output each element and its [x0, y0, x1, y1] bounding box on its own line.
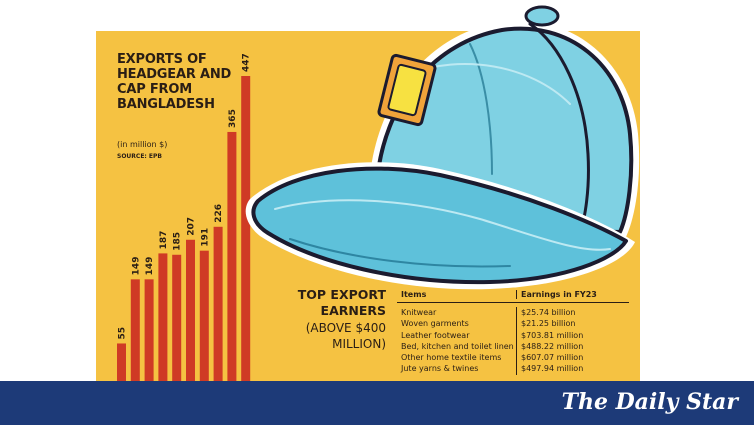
- item-cell: Bed, kitchen and toilet linen: [401, 341, 514, 351]
- earners-table: Items Earnings in FY23 Knitwear $25.74 bi…: [397, 290, 629, 375]
- table-header: Items Earnings in FY23: [397, 290, 629, 303]
- table-row: Other home textile items $607.07 million: [397, 352, 629, 364]
- chart-title: EXPORTS OF HEADGEAR AND CAP FROM BANGLAD…: [117, 52, 232, 112]
- bar: [117, 343, 126, 381]
- bar-value-label: 55: [118, 327, 128, 340]
- bar-value-label: 447: [242, 53, 252, 72]
- header-earnings: Earnings in FY23: [516, 290, 629, 299]
- value-cell: $607.07 million: [516, 352, 629, 364]
- bar-value-label: 226: [214, 204, 224, 223]
- value-cell: $488.22 million: [516, 340, 629, 353]
- bar-value-label: 207: [187, 217, 197, 236]
- table-row: Woven garments $21.25 billion: [397, 318, 629, 330]
- table-row: Bed, kitchen and toilet linen $488.22 mil…: [397, 340, 629, 353]
- item-cell: Other home textile items: [401, 353, 502, 363]
- value-cell: $25.74 billion: [516, 307, 629, 319]
- table-row: Leather footwear $703.81 million: [397, 329, 629, 341]
- bar: [186, 239, 195, 381]
- chart-unit: (in million $): [117, 140, 168, 149]
- bar: [144, 279, 154, 381]
- table-row: Knitwear $25.74 billion: [397, 307, 629, 319]
- bar-value-label: 187: [159, 231, 169, 250]
- earners-subtitle: (ABOVE $400 MILLION): [305, 321, 386, 351]
- bar: [227, 131, 237, 381]
- item-cell: Woven garments: [401, 319, 469, 329]
- bar-value-label: 149: [145, 257, 155, 276]
- item-cell: Jute yarns & twines: [401, 364, 479, 374]
- baseball-cap-icon: [245, 5, 640, 290]
- footer-bar: The Daily Star: [0, 381, 754, 425]
- header-items: Items: [401, 290, 427, 299]
- chart-source: SOURCE: EPB: [117, 153, 162, 160]
- bar: [213, 226, 223, 381]
- bar: [241, 76, 251, 381]
- bar-value-label: 191: [200, 228, 210, 247]
- value-cell: $703.81 million: [516, 329, 629, 341]
- bar: [130, 279, 140, 381]
- earners-title: TOP EXPORT EARNERS: [297, 287, 386, 318]
- logo[interactable]: The Daily Star: [561, 389, 738, 415]
- bar-value-label: 149: [131, 257, 141, 276]
- item-cell: Leather footwear: [401, 330, 470, 340]
- item-cell: Knitwear: [401, 308, 437, 317]
- bar-value-label: 185: [173, 232, 183, 251]
- value-cell: $21.25 billion: [516, 318, 629, 330]
- bar: [158, 253, 168, 381]
- table-row: Jute yarns & twines $497.94 million: [397, 363, 629, 375]
- bar-value-label: 365: [228, 109, 238, 128]
- value-cell: $497.94 million: [516, 363, 629, 375]
- bar: [199, 250, 209, 381]
- bar: [172, 254, 182, 381]
